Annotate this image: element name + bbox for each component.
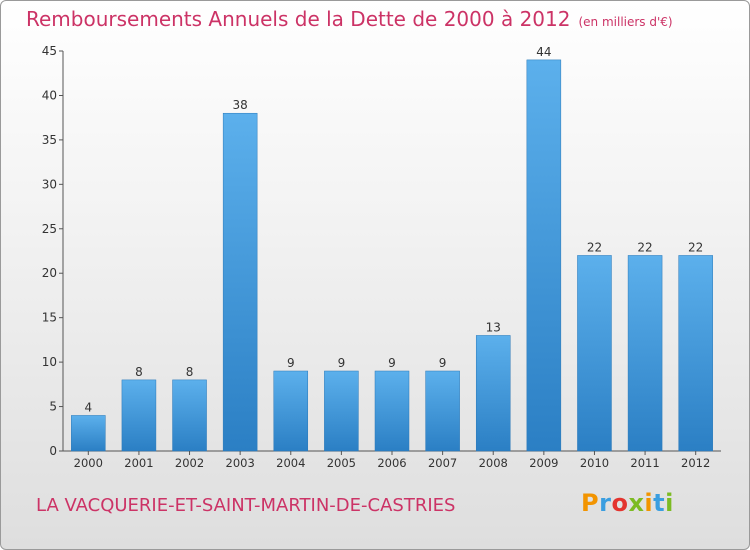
bar [71, 415, 106, 452]
bar [121, 379, 157, 452]
proxiti-logo: Proxiti [581, 489, 674, 517]
y-tick-label: 10 [42, 355, 57, 369]
x-tick-label: 2012 [681, 456, 710, 470]
x-tick-label: 2006 [377, 456, 406, 470]
bar [374, 370, 410, 452]
x-tick-label: 2011 [630, 456, 659, 470]
logo-letter: P [581, 489, 600, 517]
y-tick-label: 20 [42, 266, 57, 280]
logo-letter: i [665, 489, 674, 517]
logo-letter: r [599, 489, 612, 517]
chart-title-text: Remboursements Annuels de la Dette de 20… [26, 7, 571, 31]
y-tick-label: 40 [42, 88, 57, 102]
commune-name: LA VACQUERIE-ET-SAINT-MARTIN-DE-CASTRIES [36, 495, 456, 516]
x-tick-label: 2001 [124, 456, 153, 470]
bar [425, 370, 460, 452]
y-tick-label: 25 [42, 222, 57, 236]
bar-value-label: 8 [135, 365, 143, 379]
bar [222, 112, 258, 452]
logo-letter: x [628, 489, 645, 517]
bar [577, 255, 612, 452]
bar-value-label: 9 [338, 356, 346, 370]
bar-value-label: 13 [486, 320, 501, 334]
bar-value-label: 8 [186, 365, 194, 379]
x-tick-label: 2003 [226, 456, 255, 470]
bar-value-label: 9 [388, 356, 396, 370]
logo-text: Proxiti [581, 489, 674, 517]
chart-unit-label: (en milliers d'€) [578, 15, 673, 29]
bar-value-label: 9 [439, 356, 447, 370]
logo-letter: i [644, 489, 654, 517]
y-tick-label: 35 [42, 133, 57, 147]
bar-value-label: 9 [287, 356, 295, 370]
x-tick-label: 2009 [529, 456, 558, 470]
bar [324, 370, 359, 452]
x-tick-label: 2000 [74, 456, 103, 470]
bar-value-label: 38 [233, 98, 248, 112]
bar [273, 370, 309, 452]
bar [475, 335, 511, 452]
bar-value-label: 22 [587, 240, 602, 254]
y-tick-label: 45 [42, 44, 57, 58]
bar [678, 255, 713, 452]
bar-value-label: 22 [637, 240, 652, 254]
chart-title: Remboursements Annuels de la Dette de 20… [26, 7, 673, 31]
y-tick-label: 15 [42, 311, 57, 325]
x-tick-label: 2008 [479, 456, 508, 470]
x-tick-label: 2002 [175, 456, 204, 470]
bar-value-label: 22 [688, 240, 703, 254]
y-tick-label: 30 [42, 177, 57, 191]
bar [172, 379, 207, 452]
x-tick-label: 2004 [276, 456, 305, 470]
y-tick-label: 0 [49, 444, 57, 458]
bar [526, 59, 562, 452]
bar [627, 255, 663, 452]
x-tick-label: 2007 [428, 456, 457, 470]
y-tick-label: 5 [49, 400, 57, 414]
logo-letter: o [611, 489, 629, 517]
x-tick-label: 2010 [580, 456, 609, 470]
bar-value-label: 44 [536, 45, 551, 59]
bar-value-label: 4 [84, 400, 92, 414]
logo-letter: t [653, 489, 666, 517]
x-tick-label: 2005 [327, 456, 356, 470]
